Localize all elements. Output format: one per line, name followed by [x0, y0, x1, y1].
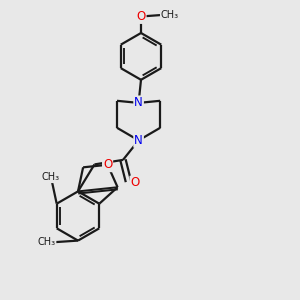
Text: O: O — [103, 158, 112, 171]
Text: CH₃: CH₃ — [161, 10, 179, 20]
Text: N: N — [134, 134, 143, 147]
Text: O: O — [136, 10, 146, 23]
Text: CH₃: CH₃ — [38, 237, 56, 247]
Text: CH₃: CH₃ — [42, 172, 60, 182]
Text: O: O — [130, 176, 140, 190]
Text: N: N — [134, 96, 143, 110]
